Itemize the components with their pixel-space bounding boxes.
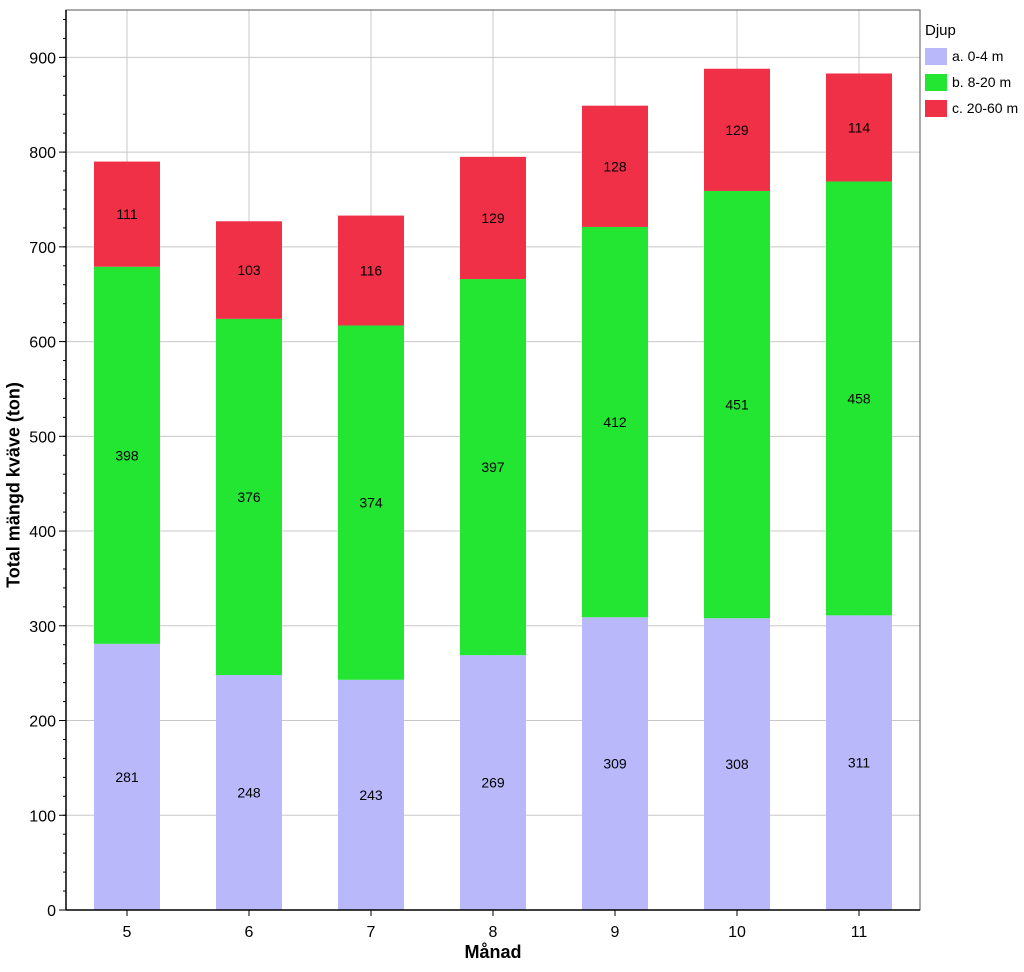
data-label: 243	[359, 787, 383, 803]
legend-label-c: c. 20-60 m	[952, 100, 1019, 116]
bar-segment	[704, 618, 770, 910]
data-label: 111	[116, 206, 137, 222]
legend-title: Djup	[925, 22, 956, 39]
y-tick-label: 800	[29, 145, 56, 162]
data-label: 412	[603, 414, 627, 430]
y-tick-label: 100	[29, 808, 56, 825]
legend-swatch-a	[925, 47, 947, 65]
bar-segment	[460, 279, 526, 656]
bar-segment	[704, 190, 770, 619]
y-tick-label: 500	[29, 429, 56, 446]
data-label: 398	[115, 447, 139, 463]
x-tick-label: 8	[489, 924, 498, 941]
bar-segment	[826, 615, 892, 910]
data-label: 308	[725, 756, 749, 772]
data-label: 269	[481, 775, 505, 791]
legend-swatch-c	[925, 99, 947, 117]
data-label: 114	[848, 119, 871, 135]
data-label: 103	[237, 262, 261, 278]
legend-item-a: a. 0-4 m	[925, 43, 1023, 69]
data-label: 374	[359, 495, 383, 511]
data-label: 458	[847, 390, 871, 406]
bar-segment	[826, 73, 892, 182]
bar-segment	[704, 68, 770, 191]
data-label: 248	[237, 785, 261, 801]
bar-segment	[338, 679, 404, 910]
bar-segment	[582, 105, 648, 227]
y-tick-label: 900	[29, 50, 56, 67]
legend: Djup a. 0-4 m b. 8-20 m c. 20-60 m	[925, 22, 1023, 121]
legend-label-b: b. 8-20 m	[952, 74, 1012, 90]
y-tick-label: 0	[47, 903, 56, 920]
bar-segment	[338, 215, 404, 326]
legend-item-b: b. 8-20 m	[925, 69, 1023, 95]
x-tick-label: 6	[245, 924, 254, 941]
x-axis-title: Månad	[464, 942, 522, 962]
y-tick-label: 300	[29, 619, 56, 636]
bar-segment	[216, 221, 282, 319]
y-tick-label: 400	[29, 524, 56, 541]
bar-segment	[460, 156, 526, 280]
bar-segment	[826, 181, 892, 616]
x-tick-label: 7	[367, 924, 376, 941]
y-tick-label: 600	[29, 335, 56, 352]
data-label: 451	[725, 397, 749, 413]
bar-segment	[94, 643, 160, 910]
x-tick-label: 10	[728, 924, 746, 941]
data-label: 397	[481, 459, 505, 475]
y-tick-label: 700	[29, 240, 56, 257]
x-tick-label: 9	[611, 924, 620, 941]
bar-segment	[94, 266, 160, 644]
legend-label-a: a. 0-4 m	[952, 48, 1004, 64]
legend-item-c: c. 20-60 m	[925, 95, 1023, 121]
y-tick-label: 200	[29, 714, 56, 731]
bar-segment	[460, 655, 526, 910]
legend-swatch-b	[925, 73, 947, 91]
data-label: 129	[725, 122, 749, 138]
data-label: 116	[360, 263, 383, 279]
x-tick-label: 5	[123, 924, 132, 941]
bar-segment	[338, 325, 404, 680]
bar-segment	[582, 226, 648, 618]
bar-segment	[94, 161, 160, 267]
bar-segment	[216, 675, 282, 910]
x-tick-label: 11	[851, 924, 868, 941]
bar-segment	[216, 318, 282, 676]
data-label: 129	[481, 210, 505, 226]
data-label: 376	[237, 489, 261, 505]
data-label: 311	[848, 755, 871, 771]
data-label: 281	[115, 769, 139, 785]
data-label: 128	[603, 158, 627, 174]
y-axis-title: Total mängd kväve (ton)	[3, 382, 24, 588]
bar-segment	[582, 617, 648, 910]
data-label: 309	[603, 756, 627, 772]
